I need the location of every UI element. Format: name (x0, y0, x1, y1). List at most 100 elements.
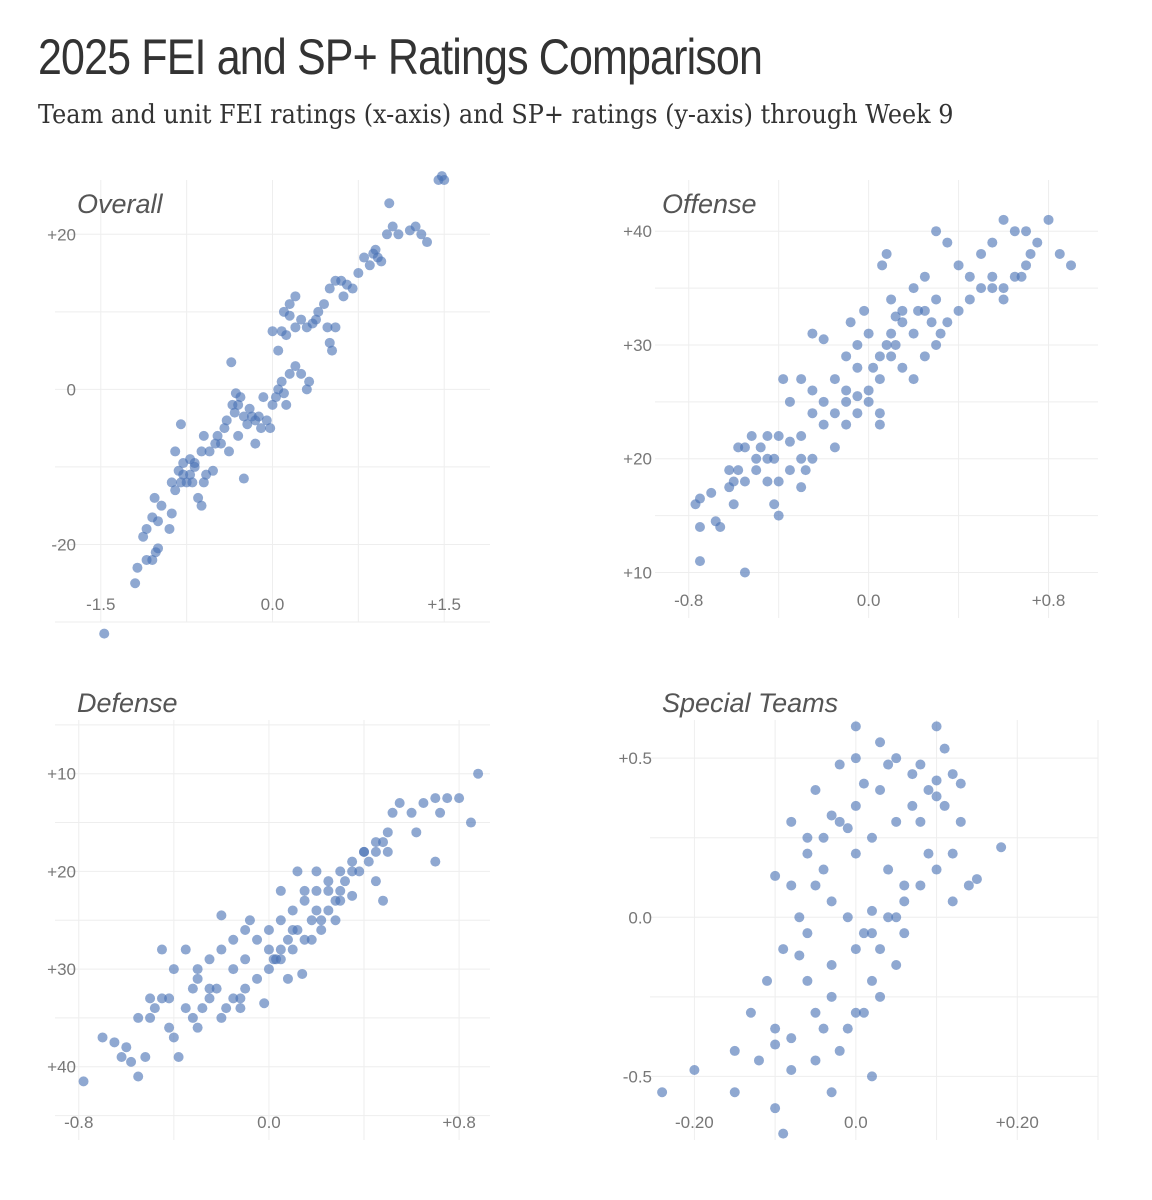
x-tick-label: +0.8 (1032, 591, 1066, 610)
data-point (149, 1003, 160, 1014)
data-point (216, 1012, 227, 1023)
data-point (207, 465, 218, 476)
data-point (841, 396, 852, 407)
data-point (733, 465, 744, 476)
data-point (126, 1056, 137, 1067)
data-point (931, 339, 942, 350)
data-point (198, 477, 209, 488)
data-point (875, 944, 886, 955)
data-point (1054, 248, 1065, 259)
data-point (762, 975, 773, 986)
data-point (311, 905, 322, 916)
x-tick-label: 0.0 (844, 1113, 868, 1132)
data-point (1032, 237, 1043, 248)
data-point (998, 214, 1009, 225)
data-point (301, 384, 312, 395)
data-point (746, 430, 757, 441)
data-point (899, 896, 910, 907)
data-point (216, 910, 227, 921)
data-point (284, 368, 295, 379)
data-point (263, 964, 274, 975)
data-point (919, 351, 930, 362)
data-point (430, 793, 441, 804)
data-point (987, 271, 998, 282)
data-point (955, 816, 966, 827)
data-point (287, 925, 298, 935)
data-point (109, 1037, 120, 1048)
data-point (976, 283, 987, 294)
data-point (770, 1039, 781, 1050)
data-point (868, 362, 879, 373)
data-point (311, 885, 322, 896)
data-point (324, 283, 335, 294)
data-point (841, 351, 852, 362)
data-point (852, 408, 863, 419)
data-point (141, 523, 152, 534)
y-tick-label: 0 (67, 380, 76, 399)
data-point (156, 993, 167, 1004)
data-point (890, 339, 901, 350)
x-tick-label: 0.0 (257, 1113, 281, 1132)
data-point (955, 778, 966, 789)
data-point (739, 567, 750, 578)
data-point (810, 1055, 821, 1066)
data-point (770, 1103, 781, 1114)
data-point (271, 954, 282, 965)
data-point (866, 975, 877, 986)
data-point (290, 291, 301, 302)
data-point (311, 866, 322, 877)
data-point (810, 785, 821, 795)
data-point (953, 260, 964, 271)
data-point (935, 328, 946, 339)
data-point (859, 305, 870, 316)
data-point (850, 800, 861, 811)
data-point (834, 1045, 845, 1056)
data-point (258, 392, 269, 403)
data-point (224, 446, 234, 457)
data-point (829, 374, 840, 385)
data-point (778, 374, 789, 385)
data-point (228, 993, 239, 1004)
data-point (784, 465, 795, 476)
data-point (133, 1012, 144, 1023)
data-point (807, 328, 818, 339)
data-point (153, 516, 164, 527)
data-point (852, 339, 863, 350)
data-point (931, 721, 942, 732)
data-point (886, 294, 897, 305)
y-tick-label: +0.5 (618, 749, 652, 768)
x-tick-label: -0.8 (64, 1113, 93, 1132)
data-point (818, 334, 829, 345)
data-point (926, 317, 937, 328)
data-point (235, 392, 246, 403)
data-point (282, 973, 293, 984)
data-point (156, 500, 167, 511)
data-point (281, 330, 292, 341)
data-point (745, 1007, 756, 1018)
data-point (173, 1051, 184, 1062)
data-point (942, 237, 953, 248)
data-point (219, 423, 230, 434)
data-point (786, 1033, 797, 1044)
data-point (278, 306, 289, 317)
data-point (196, 446, 207, 457)
data-point (807, 453, 818, 464)
data-point (267, 326, 278, 337)
data-point (323, 905, 334, 916)
data-point (330, 322, 341, 333)
data-point (866, 1071, 877, 1082)
data-point (802, 928, 813, 939)
data-point (275, 944, 286, 955)
data-point (267, 399, 278, 410)
data-point (278, 388, 289, 399)
data-point (340, 876, 350, 887)
data-point (276, 376, 287, 387)
data-point (354, 866, 365, 877)
data-point (863, 396, 874, 407)
data-point (335, 866, 346, 877)
data-point (147, 554, 158, 565)
data-point (473, 768, 484, 779)
y-tick-label: +40 (623, 222, 652, 241)
data-point (996, 842, 1007, 853)
